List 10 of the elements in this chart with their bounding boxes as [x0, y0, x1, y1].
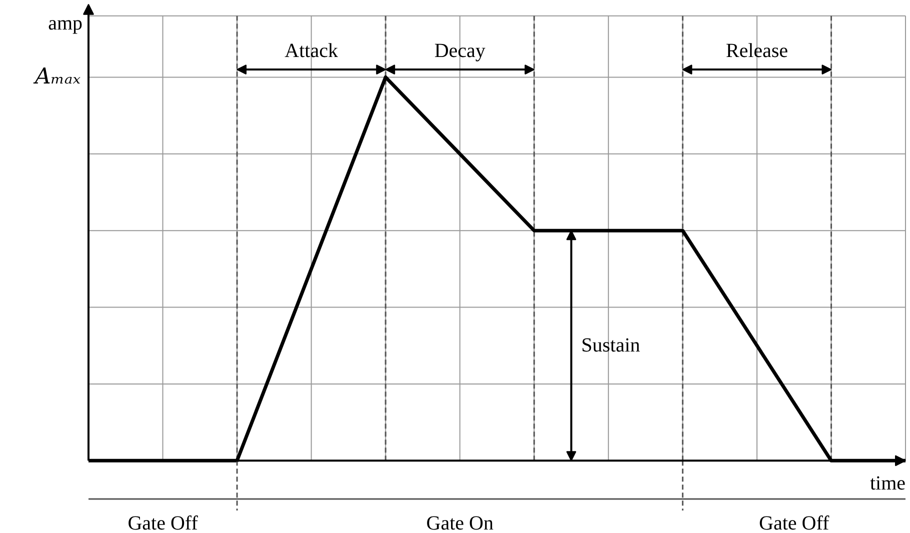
text: Aₘₐₓ	[33, 64, 81, 90]
text: Decay	[434, 40, 486, 62]
text: Attack	[284, 40, 338, 62]
text: Gate Off	[759, 512, 830, 533]
y-axis-title: amp	[48, 12, 83, 35]
x-axis-title: time	[870, 472, 906, 495]
text: Gate Off	[128, 512, 198, 533]
annotation: Sustain	[581, 334, 640, 357]
text: Release	[726, 40, 788, 62]
text: Gate On	[426, 512, 494, 533]
